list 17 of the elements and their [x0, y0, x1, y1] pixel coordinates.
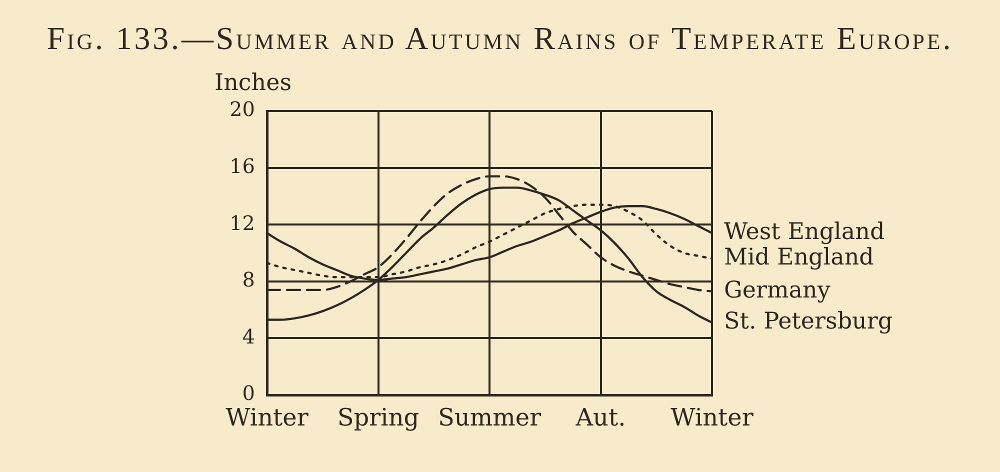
series-label: St. Petersburg [724, 308, 893, 335]
chart-title: Fig. 133.—Summer and Autumn Rains of Temperate Europe. [46, 20, 954, 57]
x-tick-label: Winter [670, 404, 754, 432]
y-tick-label: 0 [242, 381, 255, 406]
y-tick-label: 12 [230, 210, 255, 235]
y-tick-label: 8 [242, 268, 255, 292]
x-tick-label: Spring [337, 404, 420, 432]
y-tick-label: 4 [242, 324, 255, 348]
y-tick-label: 16 [230, 154, 255, 178]
y-axis-title: Inches [214, 70, 292, 96]
x-tick-label: Summer [438, 404, 542, 432]
x-tick-label: Winter [226, 404, 309, 432]
series-label: West England [724, 219, 885, 246]
series-label: Germany [724, 277, 830, 304]
series-label: Mid England [724, 244, 874, 271]
x-tick-label: Aut. [574, 404, 626, 432]
y-tick-label: 20 [230, 97, 255, 122]
